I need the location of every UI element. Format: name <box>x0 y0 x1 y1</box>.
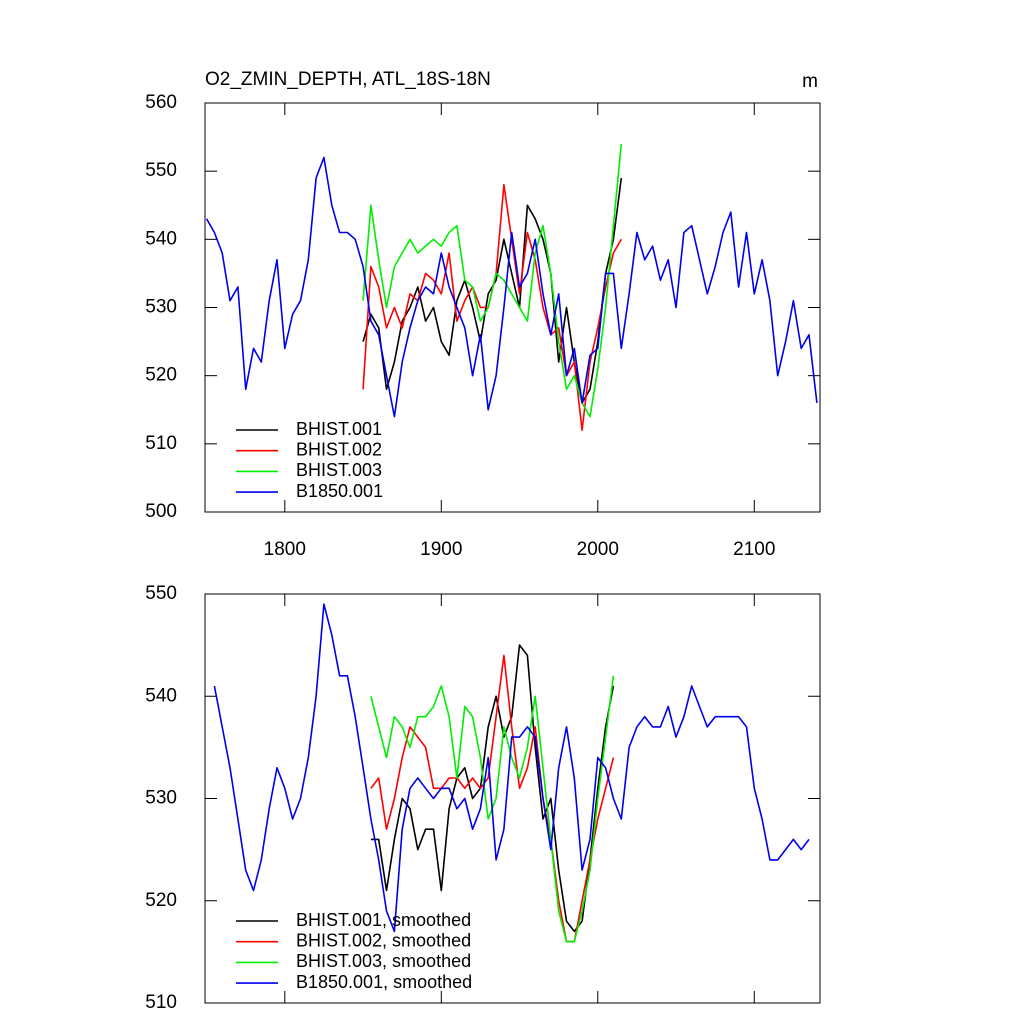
y-tick-label: 530 <box>145 788 177 809</box>
y-tick-label: 540 <box>145 685 177 706</box>
y-tick-label: 560 <box>145 92 177 113</box>
legend-label: B1850.001 <box>296 481 383 501</box>
x-tick-label: 2000 <box>577 539 619 560</box>
data-line <box>362 143 623 418</box>
legend-label: B1850.001, smoothed <box>296 972 472 992</box>
y-tick-label: 550 <box>145 583 177 604</box>
legend-label: BHIST.002 <box>296 439 382 459</box>
data-line <box>205 156 818 418</box>
legend-label: BHIST.003, smoothed <box>296 951 471 971</box>
y-tick-label: 510 <box>145 992 177 1013</box>
x-tick-label: 2100 <box>733 539 775 560</box>
y-tick-label: 550 <box>145 160 177 181</box>
y-tick-label: 530 <box>145 297 177 318</box>
data-line <box>370 644 615 933</box>
legend-label: BHIST.003 <box>296 460 382 480</box>
y-tick-label: 520 <box>145 365 177 386</box>
units-label: m <box>802 71 818 92</box>
legend-label: BHIST.002, smoothed <box>296 930 471 950</box>
data-line <box>213 603 810 933</box>
y-tick-label: 520 <box>145 890 177 911</box>
y-tick-label: 500 <box>145 501 177 522</box>
legend-label: BHIST.001 <box>296 419 382 439</box>
legend-label: BHIST.001, smoothed <box>296 910 471 930</box>
x-tick-label: 1900 <box>420 539 462 560</box>
x-tick-label: 1800 <box>264 539 306 560</box>
y-tick-label: 540 <box>145 228 177 249</box>
y-tick-label: 510 <box>145 433 177 454</box>
chart-title: O2_ZMIN_DEPTH, ATL_18S-18N <box>205 69 491 90</box>
